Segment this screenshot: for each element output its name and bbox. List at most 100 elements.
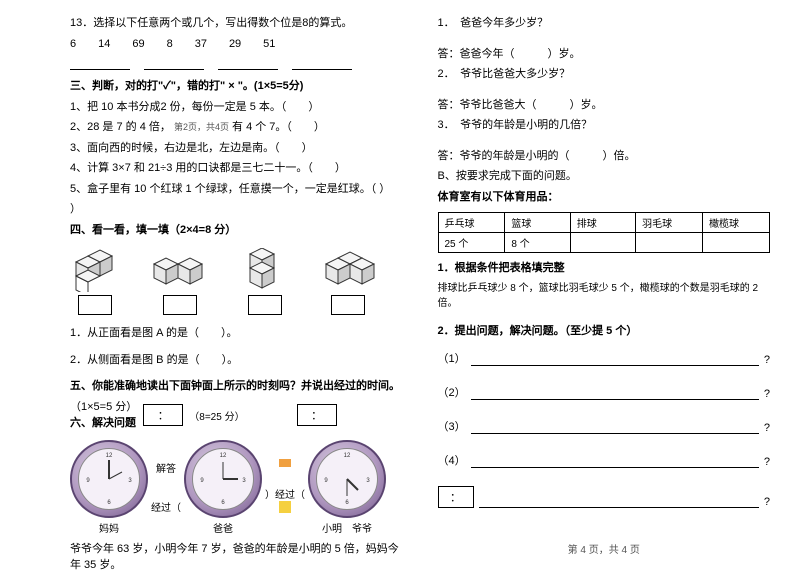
table-header-row: 乒乓球 篮球 排球 羽毛球 橄榄球 [438,213,770,233]
q-blank-5[interactable] [479,494,759,508]
r-q1: 1． 爸爸今年多少岁？ [438,15,771,32]
blank[interactable] [218,56,278,70]
section5-6-header: （1×5=5 分） 六、解决问题 ： （8=25 分） ： [70,399,403,432]
yellow-bar-icon [279,501,291,513]
answer-box-4[interactable] [331,295,365,315]
q-line-3: （3） ? [438,418,771,434]
answer-box-2[interactable] [163,295,197,315]
svg-text:12: 12 [344,453,351,459]
q-line-5: ： ? [438,486,771,508]
sports-table: 乒乓球 篮球 排球 羽毛球 橄榄球 25 个 8 个 [438,212,771,253]
s3-item4: 4、计算 3×7 和 21÷3 用的口诀都是三七二十一。（ ） [70,160,403,177]
q-blank-4[interactable] [471,454,759,468]
cube-group-3 [240,248,290,315]
r-a3: 答：爷爷的年龄是小明的（ ）倍。 [438,148,771,165]
answer-box-1[interactable] [78,295,112,315]
svg-text:3: 3 [128,478,132,484]
tv-1: 25 个 [438,233,505,253]
section5-title: 五、你能准确地读出下面钟面上所示的时刻吗？并说出经过的时间。 [70,378,403,395]
s6-ans-label: 解答 [151,460,181,475]
time-box-1[interactable]: ： [143,404,183,426]
cube-figure-1 [70,248,120,292]
pass-label-1: 经过（ [151,499,181,514]
s3-item3: 3、面向西的时候，右边是北，左边是南。（ ） [70,140,403,157]
section4-title: 四、看一看，填一填（2×4=8 分） [70,222,403,239]
colon-text: ： [450,489,461,505]
r-q2: 2． 爷爷比爸爸大多少岁？ [438,66,771,83]
q-num-4: （4） [438,452,466,468]
s3-2b: 有 4 个 7。（ ） [232,121,325,133]
q-line-1: （1） ? [438,350,771,366]
q-blank-1[interactable] [471,352,759,366]
cube-figure-4 [320,248,376,292]
svg-text:12: 12 [220,453,227,459]
clock-2: 123 69 [184,440,262,518]
s4-q2: 2．从侧面看是图 B 的是（ ）。 [70,352,403,369]
clock-1: 123 69 [70,440,148,518]
th-2: 篮球 [505,213,570,233]
task1-detail: 排球比乒乓球少 8 个，篮球比羽毛球少 5 个，橄榄球的个数是羽毛球的 2 倍。 [438,281,771,311]
th-1: 乒乓球 [438,213,505,233]
cubes-row [70,248,403,315]
q-num-2: （2） [438,384,466,400]
pass-label-2: ）经过（ [265,490,305,501]
time-box-2[interactable]: ： [297,404,337,426]
page-mid-note: 第2页，共4页 [174,122,229,132]
s3-item5-paren: ） [70,201,403,218]
cube-group-4 [320,248,376,315]
blank[interactable] [144,56,204,70]
th-3: 排球 [570,213,635,233]
clock-label-2: 爸爸 [213,520,233,535]
r-a2: 答：爷爷比爸爸大（ ）岁。 [438,97,771,114]
r-qB: B、按要求完成下面的问题。 [438,168,771,185]
qmark: ? [764,422,770,434]
q-num-1: （1） [438,350,466,366]
tv-4[interactable] [636,233,703,253]
blank[interactable] [292,56,352,70]
svg-text:9: 9 [200,478,204,484]
right-column: 1． 爸爸今年多少岁？ 答：爸爸今年（ ）岁。 2． 爷爷比爸爸大多少岁？ 答：… [438,15,771,574]
q-blank-2[interactable] [471,386,759,400]
page-footer: 第 4 页，共 4 页 [438,541,771,556]
svg-text:6: 6 [221,500,225,506]
s6-note: （8=25 分） [189,408,244,423]
tv-5[interactable] [703,233,770,253]
bottom-text: 爷爷今年 63 岁，小明今年 7 岁，爸爸的年龄是小明的 5 倍，妈妈今年 35… [70,541,403,574]
q-blank-3[interactable] [471,420,759,434]
clock-label-1: 妈妈 [99,520,119,535]
s3-item1: 1、把 10 本书分成2 份，每份一定是 5 本。（ ） [70,99,403,116]
qmark: ? [764,496,770,508]
clock-hands-3: 12 3 6 9 [308,440,386,518]
task1-title: 1．根据条件把表格填完整 [438,260,771,277]
s3-item2: 2、28 是 7 的 4 倍， 第2页，共4页 有 4 个 7。（ ） [70,119,403,136]
q13-blanks [70,56,403,70]
answer-box-3[interactable] [248,295,282,315]
tv-2: 8 个 [505,233,570,253]
tv-3[interactable] [570,233,635,253]
colon-box[interactable]: ： [438,486,474,508]
blank[interactable] [70,56,130,70]
cube-group-2 [150,248,210,315]
clock-label-3: 小明 爷爷 [322,520,372,535]
svg-text:6: 6 [345,500,349,506]
r-q3: 3． 爷爷的年龄是小明的几倍？ [438,117,771,134]
left-column: 13．选择以下任意两个或几个，写出得数个位是8的算式。 6 14 69 8 37… [70,15,403,574]
clock-hands-1: 123 69 [70,440,148,518]
clocks-row: 12 3 6 9 妈妈 解答 经过（ [70,440,403,535]
section6-title: 六、解决问题 [70,415,137,432]
table-title: 体育室有以下体育用品： [438,189,771,206]
s3-item5: 5、盒子里有 10 个红球 1 个绿球，任意摸一个，一定是红球。（ ） [70,181,403,198]
qmark: ? [764,456,770,468]
svg-text:6: 6 [107,500,111,506]
section3-title: 三、判断，对的打"✓"，错的打" × "。(1×5=5分) [70,78,403,95]
svg-text:3: 3 [366,478,370,484]
cube-group-1 [70,248,120,315]
svg-text:9: 9 [324,478,328,484]
q13-text: 13．选择以下任意两个或几个，写出得数个位是8的算式。 [70,15,403,32]
th-4: 羽毛球 [636,213,703,233]
q-line-2: （2） ? [438,384,771,400]
cube-figure-3 [240,248,290,292]
cube-figure-2 [150,248,210,292]
q-num-3: （3） [438,418,466,434]
svg-text:9: 9 [86,478,90,484]
